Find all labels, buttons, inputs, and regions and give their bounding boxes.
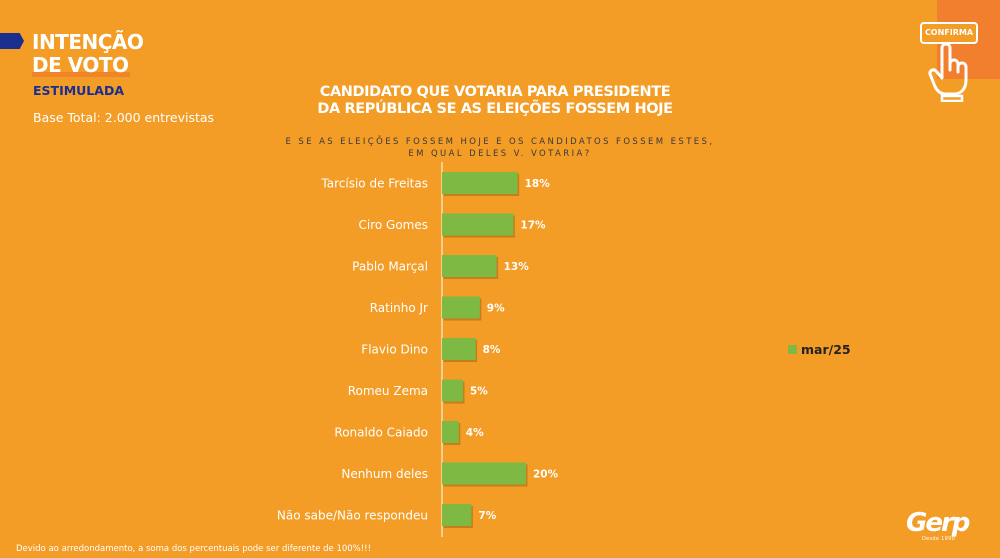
bar	[442, 462, 526, 485]
pointing-hand-icon	[928, 44, 968, 102]
chart-title: CANDIDATO QUE VOTARIA PARA PRESIDENTE DA…	[250, 84, 740, 118]
chart-title-line1: CANDIDATO QUE VOTARIA PARA PRESIDENTE	[319, 84, 671, 100]
bar	[442, 421, 459, 443]
category-label: Ciro Gomes	[358, 218, 428, 232]
gerp-logo-sub: Desde 1990	[922, 536, 956, 542]
bar	[442, 379, 463, 402]
value-label: 20%	[533, 469, 559, 481]
subtitle-estimulada: ESTIMULADA	[33, 83, 124, 98]
category-label: Pablo Marçal	[352, 260, 428, 274]
bar	[442, 172, 518, 194]
bar	[442, 213, 514, 236]
value-label: 18%	[525, 178, 551, 190]
category-label: Ronaldo Caiado	[334, 426, 428, 440]
value-label: 7%	[478, 510, 496, 522]
value-label: 5%	[470, 386, 488, 398]
title-accent-tab	[0, 33, 24, 49]
bar	[442, 338, 476, 360]
page-title-line2: DE VOTO	[32, 53, 129, 77]
chart-legend: mar/25	[788, 342, 851, 357]
value-label: 8%	[483, 344, 501, 356]
value-label: 17%	[520, 220, 546, 232]
legend-label: mar/25	[801, 342, 851, 357]
value-label: 13%	[504, 261, 530, 273]
value-label: 4%	[466, 427, 484, 439]
bar	[442, 255, 497, 277]
category-label: Nenhum deles	[341, 467, 428, 481]
value-label: 9%	[487, 303, 505, 315]
category-label: Romeu Zema	[348, 384, 428, 398]
gerp-logo: Gerp	[906, 508, 970, 538]
survey-question: E SE AS ELEIÇÕES FOSSEM HOJE E OS CANDID…	[210, 136, 790, 160]
page-title-line1: INTENÇÃO	[32, 30, 144, 54]
base-total-text: Base Total: 2.000 entrevistas	[33, 110, 215, 125]
category-label: Tarcísio de Freitas	[320, 177, 428, 191]
category-label: Não sabe/Não respondeu	[277, 509, 428, 523]
category-label: Flavio Dino	[361, 343, 428, 357]
bar	[442, 504, 472, 526]
footnote: Devido ao arredondamento, a soma dos per…	[16, 544, 371, 554]
category-label: Ratinho Jr	[370, 301, 428, 315]
survey-question-line2: EM QUAL DELES V. VOTARIA?	[408, 149, 592, 159]
legend-swatch	[788, 345, 797, 354]
title-underline	[32, 72, 130, 77]
chart-title-line2: DA REPÚBLICA SE AS ELEIÇÕES FOSSEM HOJE	[317, 101, 673, 117]
confirma-badge: CONFIRMA	[920, 22, 978, 44]
survey-question-line1: E SE AS ELEIÇÕES FOSSEM HOJE E OS CANDID…	[285, 137, 715, 147]
bar	[442, 296, 480, 319]
